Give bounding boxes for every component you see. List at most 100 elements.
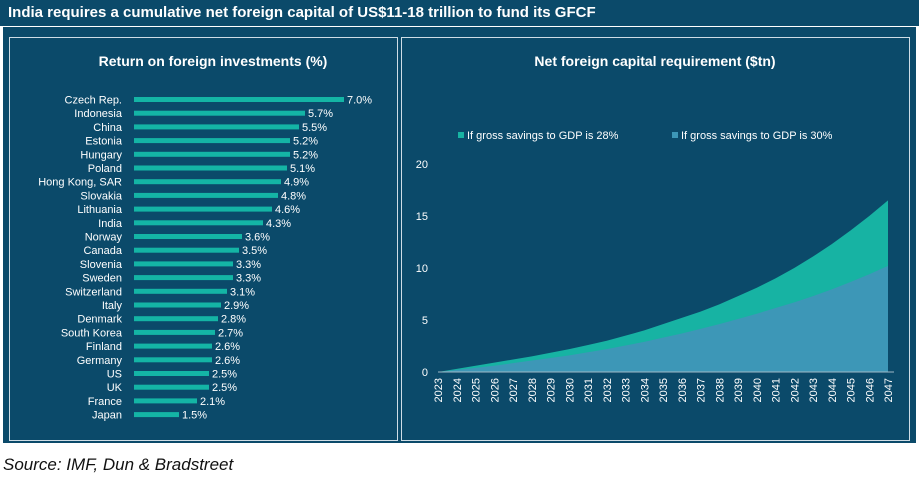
x-tick-label: 2036 bbox=[677, 378, 689, 402]
left-chart-frame bbox=[9, 37, 398, 441]
bar bbox=[134, 288, 227, 294]
bar-value-label: 5.2% bbox=[293, 136, 318, 148]
x-tick-label: 2034 bbox=[639, 378, 651, 402]
bar bbox=[134, 179, 281, 185]
bar-value-label: 7.0% bbox=[347, 95, 372, 107]
bar bbox=[134, 138, 290, 144]
x-tick-label: 2030 bbox=[564, 378, 576, 402]
bar bbox=[134, 220, 263, 226]
bar-chart-title: Return on foreign investments (%) bbox=[99, 53, 328, 69]
bar-category-label: Indonesia bbox=[74, 108, 123, 120]
bar-category-label: South Korea bbox=[61, 327, 123, 339]
x-tick-label: 2033 bbox=[621, 378, 633, 402]
y-tick-label: 20 bbox=[416, 159, 428, 171]
bar-category-label: Slovenia bbox=[80, 259, 123, 271]
bar-category-label: UK bbox=[107, 382, 123, 394]
x-tick-label: 2032 bbox=[602, 378, 614, 402]
bar-category-label: Slovakia bbox=[80, 190, 122, 202]
bar-value-label: 3.3% bbox=[236, 259, 261, 271]
bar-value-label: 5.5% bbox=[302, 122, 327, 134]
bar-category-label: India bbox=[98, 218, 123, 230]
y-tick-label: 5 bbox=[422, 315, 428, 327]
bar-value-label: 2.1% bbox=[200, 396, 225, 408]
bar-value-label: 2.6% bbox=[215, 341, 240, 353]
x-tick-label: 2023 bbox=[433, 378, 445, 402]
bar-value-label: 4.3% bbox=[266, 218, 291, 230]
x-tick-label: 2042 bbox=[789, 378, 801, 402]
legend-swatch-28 bbox=[458, 132, 464, 138]
x-tick-label: 2024 bbox=[452, 378, 464, 402]
bar-category-label: Italy bbox=[102, 300, 123, 312]
legend-label-28: If gross savings to GDP is 28% bbox=[467, 130, 619, 142]
bar-category-label: Sweden bbox=[82, 273, 122, 285]
bar-category-label: Canada bbox=[83, 245, 122, 257]
bar-value-label: 5.2% bbox=[293, 149, 318, 161]
x-tick-label: 2046 bbox=[864, 378, 876, 402]
bar bbox=[134, 124, 299, 130]
right-chart-frame bbox=[401, 37, 910, 441]
bar-category-label: Denmark bbox=[77, 314, 122, 326]
bar-category-label: Estonia bbox=[85, 136, 123, 148]
x-tick-label: 2027 bbox=[508, 378, 520, 402]
bar-value-label: 2.5% bbox=[212, 369, 237, 381]
bar bbox=[134, 247, 239, 253]
y-tick-label: 15 bbox=[416, 211, 428, 223]
area-chart: Net foreign capital requirement ($tn) If… bbox=[416, 53, 895, 402]
bar-value-label: 2.6% bbox=[215, 355, 240, 367]
bar bbox=[134, 234, 242, 239]
bar-value-label: 5.7% bbox=[308, 108, 333, 120]
bar bbox=[134, 97, 344, 102]
bar-value-label: 1.5% bbox=[182, 410, 207, 422]
bar-value-label: 2.9% bbox=[224, 300, 249, 312]
x-tick-label: 2040 bbox=[752, 378, 764, 402]
y-tick-label: 0 bbox=[422, 367, 428, 379]
title-banner: India requires a cumulative net foreign … bbox=[0, 0, 919, 26]
bar-category-label: Germany bbox=[77, 355, 123, 367]
bar-value-label: 2.8% bbox=[221, 314, 246, 326]
bar bbox=[134, 316, 218, 322]
bar-category-label: Japan bbox=[92, 410, 122, 422]
x-tick-label: 2029 bbox=[546, 378, 558, 402]
area-chart-title: Net foreign capital requirement ($tn) bbox=[534, 53, 775, 69]
bar-category-label: Switzerland bbox=[65, 286, 122, 298]
bar bbox=[134, 206, 272, 212]
x-tick-label: 2044 bbox=[827, 378, 839, 402]
bar-category-label: France bbox=[88, 396, 122, 408]
x-tick-label: 2039 bbox=[733, 378, 745, 402]
x-tick-label: 2031 bbox=[583, 378, 595, 402]
bar-category-label: Hungary bbox=[80, 149, 122, 161]
x-tick-label: 2041 bbox=[771, 378, 783, 402]
bar-value-label: 4.6% bbox=[275, 204, 300, 216]
bar bbox=[134, 343, 212, 349]
bar bbox=[134, 357, 212, 363]
bar-value-label: 2.5% bbox=[212, 382, 237, 394]
bar bbox=[134, 371, 209, 376]
bar-chart: Return on foreign investments (%) Czech … bbox=[38, 53, 372, 422]
bar-category-label: Finland bbox=[86, 341, 122, 353]
bar bbox=[134, 192, 278, 198]
bar-category-label: Czech Rep. bbox=[65, 95, 122, 107]
bar-category-label: China bbox=[93, 122, 123, 134]
bar-value-label: 3.5% bbox=[242, 245, 267, 257]
bar-value-label: 5.1% bbox=[290, 163, 315, 175]
bar-category-label: Lithuania bbox=[77, 204, 123, 216]
bar-value-label: 3.3% bbox=[236, 273, 261, 285]
x-tick-label: 2025 bbox=[471, 378, 483, 402]
bar-category-label: Poland bbox=[88, 163, 122, 175]
x-tick-label: 2037 bbox=[696, 378, 708, 402]
bar-value-label: 4.8% bbox=[281, 190, 306, 202]
bar-value-label: 3.1% bbox=[230, 286, 255, 298]
bar-category-label: Hong Kong, SAR bbox=[38, 177, 122, 189]
legend-label-30: If gross savings to GDP is 30% bbox=[681, 130, 833, 142]
x-tick-label: 2026 bbox=[489, 378, 501, 402]
page-title: India requires a cumulative net foreign … bbox=[8, 4, 596, 21]
x-tick-label: 2035 bbox=[658, 378, 670, 402]
bar bbox=[134, 110, 305, 116]
legend-swatch-30 bbox=[672, 132, 678, 138]
bar bbox=[134, 165, 287, 171]
bar bbox=[134, 261, 233, 267]
bar-category-label: US bbox=[107, 369, 122, 381]
bar bbox=[134, 412, 179, 418]
y-tick-label: 10 bbox=[416, 263, 428, 275]
source-note: Source: IMF, Dun & Bradstreet bbox=[3, 455, 234, 474]
